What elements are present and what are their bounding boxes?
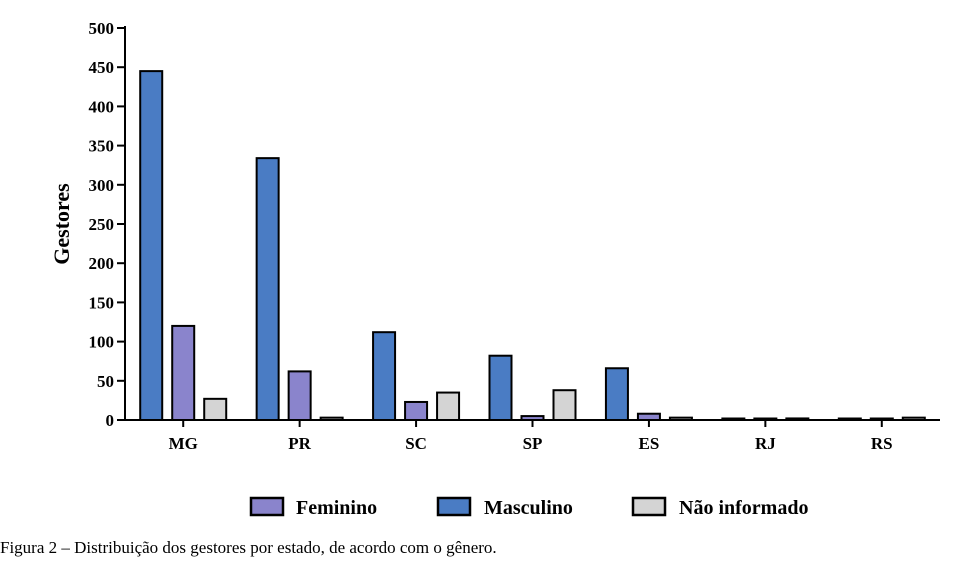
bar-feminino-sc [404,400,429,421]
x-tick-label-rs: RS [871,434,893,453]
legend-swatch [249,496,285,517]
legend-swatch [436,496,472,517]
y-tick-label: 250 [89,215,115,234]
bar-feminino-mg [171,324,196,422]
legend-label: Masculino [484,497,573,519]
y-tick-label: 500 [89,19,115,38]
bar-chart: 0 50 100 150 200 250 300 350 400 450 500 MG PR SC SP E… [49,19,940,519]
x-tick-label-mg: MG [169,434,198,453]
legend-swatch [631,496,667,517]
legend-item-feminino: Feminino [249,496,377,519]
y-tick-label: 200 [89,254,115,273]
bar-masculino-pr [255,157,280,421]
bar-n-o-informado-pr [319,416,344,422]
x-tick-label-sp: SP [523,434,543,453]
bar-feminino-rs [869,417,894,421]
x-tick-label-pr: PR [288,434,311,453]
y-tick-label: 350 [89,137,115,156]
bar-n-o-informado-rs [901,416,926,422]
y-axis-title: Gestores [49,183,74,265]
bar-n-o-informado-sp [552,389,577,422]
legend-item-n-o-informado: Não informado [631,496,808,519]
y-tick-label: 150 [89,293,115,312]
bar-feminino-sp [520,415,545,421]
y-tick-label: 300 [89,176,115,195]
bar-feminino-rj [753,417,778,421]
y-tick-label: 0 [106,411,115,430]
bar-masculino-sp [488,354,513,422]
x-tick-label-es: ES [639,434,660,453]
legend-item-masculino: Masculino [436,496,573,519]
bar-masculino-es [604,367,629,422]
bar-feminino-es [636,412,661,421]
figure-caption: Figura 2 – Distribuição dos gestores por… [0,538,497,557]
bars [139,70,926,422]
bar-masculino-mg [139,70,164,422]
legend-label: Não informado [679,497,808,519]
x-tick-label-rj: RJ [755,434,776,453]
y-tick-label: 450 [89,58,115,77]
y-axis: 0 50 100 150 200 250 300 350 400 450 500 [89,19,126,430]
y-tick-label: 400 [89,97,115,116]
bar-feminino-pr [287,370,312,421]
bar-n-o-informado-rj [785,417,810,422]
bar-n-o-informado-mg [203,397,228,421]
y-tick-label: 50 [97,372,114,391]
legend: Feminino Masculino Não informado [249,496,808,519]
x-tick-label-sc: SC [405,434,427,453]
bar-masculino-sc [372,331,397,421]
legend-label: Feminino [296,497,377,519]
bar-masculino-rs [837,417,862,421]
bar-n-o-informado-es [668,416,693,422]
bar-masculino-rj [721,417,746,421]
bar-n-o-informado-sc [436,391,461,421]
x-axis: MG PR SC SP ES RJ RS [124,419,940,453]
y-tick-label: 100 [89,333,115,352]
